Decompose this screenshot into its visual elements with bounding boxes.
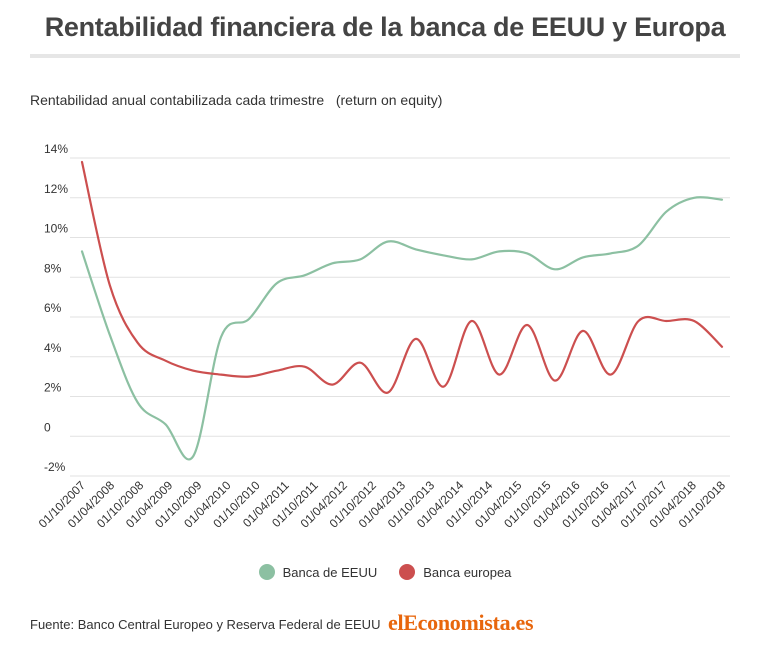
legend-label-us: Banca de EEUU (282, 564, 378, 580)
publisher-logo: elEconomista.es (388, 610, 534, 635)
y-tick-label: 4% (44, 341, 62, 355)
y-tick-label: 8% (44, 261, 62, 275)
legend-label-eu: Banca europea (423, 564, 512, 580)
y-tick-label: 12% (44, 182, 68, 196)
legend-swatch-us (258, 564, 275, 580)
series-line-us (80, 196, 724, 461)
chart-title: Rentabilidad financiera de la banca de E… (44, 12, 726, 42)
source-note: Fuente: Banco Central Europeo y Reserva … (30, 617, 381, 632)
y-tick-label: 6% (44, 301, 62, 315)
y-tick-label: 10% (44, 222, 68, 236)
chart-subtitle: Rentabilidad anual contabilizada cada tr… (30, 92, 443, 108)
series-line-eu (80, 160, 724, 394)
legend-swatch-eu (399, 564, 416, 580)
legend-item-eu: Banca europea (399, 564, 511, 580)
y-tick-label: 2% (44, 381, 62, 395)
legend-item-us: Banca de EEUU (258, 564, 378, 580)
y-tick-label: 0 (44, 420, 51, 434)
line-chart: -2%02%4%6%8%10%12%14%01/10/200701/04/200… (36, 142, 730, 531)
y-tick-label: -2% (44, 460, 66, 474)
y-tick-label: 14% (44, 142, 68, 156)
title-divider (30, 54, 740, 58)
legend: Banca de EEUU Banca europea (0, 564, 770, 580)
